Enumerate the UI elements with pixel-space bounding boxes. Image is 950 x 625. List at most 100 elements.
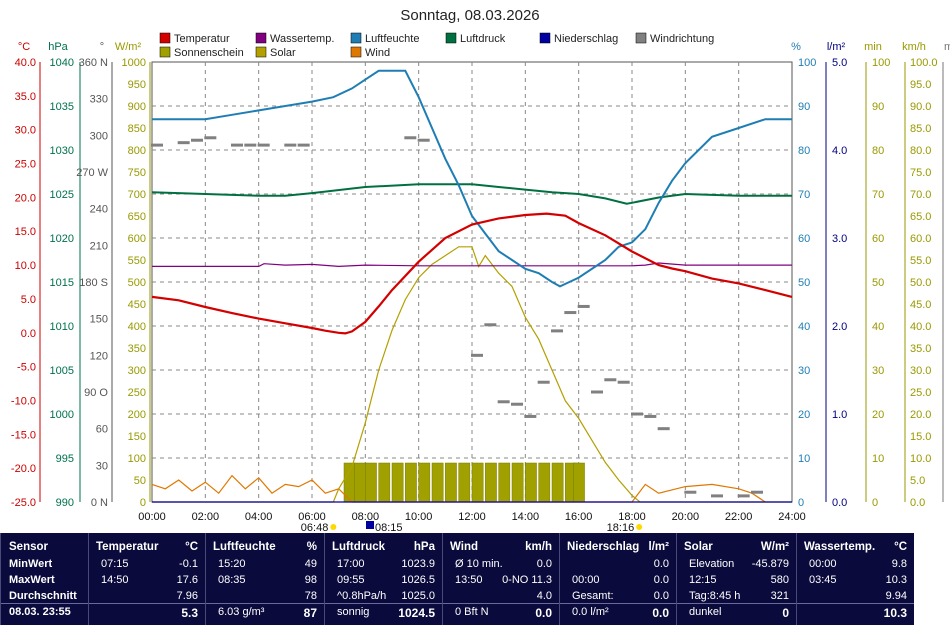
- tick-humidity-4: 60: [798, 233, 810, 245]
- axis-unit-wind: km/h: [902, 41, 926, 53]
- tick-wind-3: 85.0: [910, 123, 931, 135]
- table-cell-value: 4.0: [536, 590, 552, 602]
- tick-temp-7: 5.0: [21, 294, 36, 306]
- sunshine-bar-6: [418, 462, 431, 503]
- tick-temp-2: 30.0: [15, 125, 36, 137]
- tick-temp-10: -10.0: [11, 395, 36, 407]
- tick-direction-10: 60: [96, 424, 108, 436]
- legend-swatch-8: [350, 46, 362, 58]
- x-tick-label-0: 00:00: [138, 511, 166, 523]
- row-label-avg: Durchschnitt: [9, 590, 77, 602]
- tick-direction-7: 150: [90, 314, 108, 326]
- wind-direction-point-20: [591, 390, 603, 394]
- tick-temp-11: -15.0: [11, 429, 36, 441]
- legend-label-5: Windrichtung: [650, 33, 714, 45]
- tick-temp-12: -20.0: [11, 463, 36, 475]
- table-cell-value: 10.3: [883, 606, 907, 620]
- tick-rain-0: 5.0: [832, 57, 847, 69]
- tick-solar-3: 850: [128, 123, 146, 135]
- tick-direction-5: 210: [90, 240, 108, 252]
- tick-pressure-5: 1015: [50, 277, 74, 289]
- sunshine-bar-8: [445, 462, 457, 503]
- tick-pressure-7: 1005: [50, 365, 74, 377]
- tick-humidity-7: 30: [798, 365, 810, 377]
- tick-direction-3: 270 W: [76, 167, 108, 179]
- tick-minutes-1: 90: [872, 101, 884, 113]
- tick-humidity-8: 20: [798, 409, 810, 421]
- table-cell-label: 00:00: [809, 558, 837, 570]
- tick-temp-13: -25.0: [11, 497, 36, 509]
- tick-solar-6: 700: [128, 189, 146, 201]
- table-header-2: Luftdruck: [332, 541, 386, 553]
- tick-wind-6: 70.0: [910, 189, 931, 201]
- wind-direction-point-29: [751, 490, 763, 494]
- table-cell-label: dunkel: [689, 606, 722, 618]
- series-line-luftfeuchte: [152, 69, 792, 288]
- tick-pressure-8: 1000: [50, 409, 74, 421]
- sunshine-bar-5: [405, 462, 417, 503]
- table-unit-5: W/m²: [760, 541, 789, 553]
- table-cell-value: 1025.0: [401, 590, 435, 602]
- table-cell-label: 14:50: [101, 574, 129, 586]
- tick-temp-9: -5.0: [17, 362, 36, 374]
- table-unit-0: °C: [185, 541, 198, 553]
- wind-direction-point-21: [604, 378, 617, 382]
- tick-temp-8: 0.0: [21, 328, 36, 340]
- tick-temp-6: 10.0: [15, 260, 36, 272]
- axis-unit-pressure: hPa: [48, 41, 68, 53]
- tick-rain-2: 3.0: [832, 233, 847, 245]
- tick-minutes-3: 70: [872, 189, 884, 201]
- table-cell-label: sonnig: [337, 606, 370, 618]
- tick-direction-8: 120: [90, 350, 108, 362]
- table-unit-4: l/m²: [648, 541, 669, 553]
- table-cell-value: 98: [304, 574, 317, 586]
- wind-direction-point-5: [244, 143, 257, 147]
- tick-wind-2: 90.0: [910, 101, 931, 113]
- tick-minutes-9: 10: [872, 453, 884, 465]
- table-unit-3: km/h: [525, 541, 552, 553]
- legend-label-1: Wassertemp.: [270, 33, 334, 45]
- table-cell-value: -45.879: [751, 558, 789, 570]
- sun-marks: 06:48 08:15 18:16: [301, 521, 643, 534]
- legend-label-6: Sonnenschein: [174, 47, 244, 59]
- legend-label-3: Luftdruck: [460, 33, 506, 45]
- table-cell-label: 03:45: [809, 574, 837, 586]
- sunset-label: 18:16: [607, 522, 635, 534]
- tick-solar-17: 150: [128, 431, 146, 443]
- sunrise-label: 06:48: [301, 522, 329, 534]
- chart-title: Sonntag, 08.03.2026: [400, 7, 539, 24]
- table-header-0: Temperatur: [96, 541, 159, 553]
- tick-wind-0: 100.0: [910, 57, 938, 69]
- axis-unit-minutes: min: [864, 41, 882, 53]
- noon-label: 08:15: [375, 522, 403, 534]
- axes: °C 40.0 35.0 30.0 25.0 20.0 15.0 10.0 5.0 0.0 -5.0…: [11, 41, 950, 509]
- series-layer: [151, 69, 793, 503]
- wind-direction-point-0: [151, 143, 163, 147]
- wind-direction-point-2: [191, 138, 203, 142]
- tick-wind-19: 5.0: [910, 475, 925, 487]
- tick-solar-0: 1000: [122, 57, 146, 69]
- table-cell-value: -0.1: [179, 558, 198, 570]
- sunshine-bar-2: [365, 462, 377, 503]
- tick-pressure-4: 1020: [50, 233, 74, 245]
- sunshine-bar-9: [458, 462, 471, 503]
- tick-solar-9: 550: [128, 255, 146, 267]
- table-unit-1: %: [306, 541, 317, 553]
- table-cell-label: ^0.8hPa/h: [337, 590, 387, 602]
- x-tick-label-5: 10:00: [405, 511, 433, 523]
- table-cell-label: 15:20: [218, 558, 246, 570]
- tick-humidity-5: 50: [798, 277, 810, 289]
- wind-direction-point-28: [737, 494, 750, 498]
- tick-minutes-5: 50: [872, 277, 884, 289]
- tick-solar-7: 650: [128, 211, 146, 223]
- x-tick-label-8: 16:00: [565, 511, 593, 523]
- tick-solar-11: 450: [128, 299, 146, 311]
- weather-chart: Sonntag, 08.03.2026 Temperatur Wassertemp…: [11, 7, 950, 534]
- table-header-6: Wassertemp.: [804, 541, 876, 553]
- tick-wind-9: 55.0: [910, 255, 931, 267]
- table-cell-value: 0.0: [653, 558, 669, 570]
- tick-solar-16: 200: [128, 409, 146, 421]
- tick-temp-0: 40.0: [15, 57, 36, 69]
- tick-wind-12: 40.0: [910, 321, 931, 333]
- table-cell-value: 10.3: [885, 574, 907, 586]
